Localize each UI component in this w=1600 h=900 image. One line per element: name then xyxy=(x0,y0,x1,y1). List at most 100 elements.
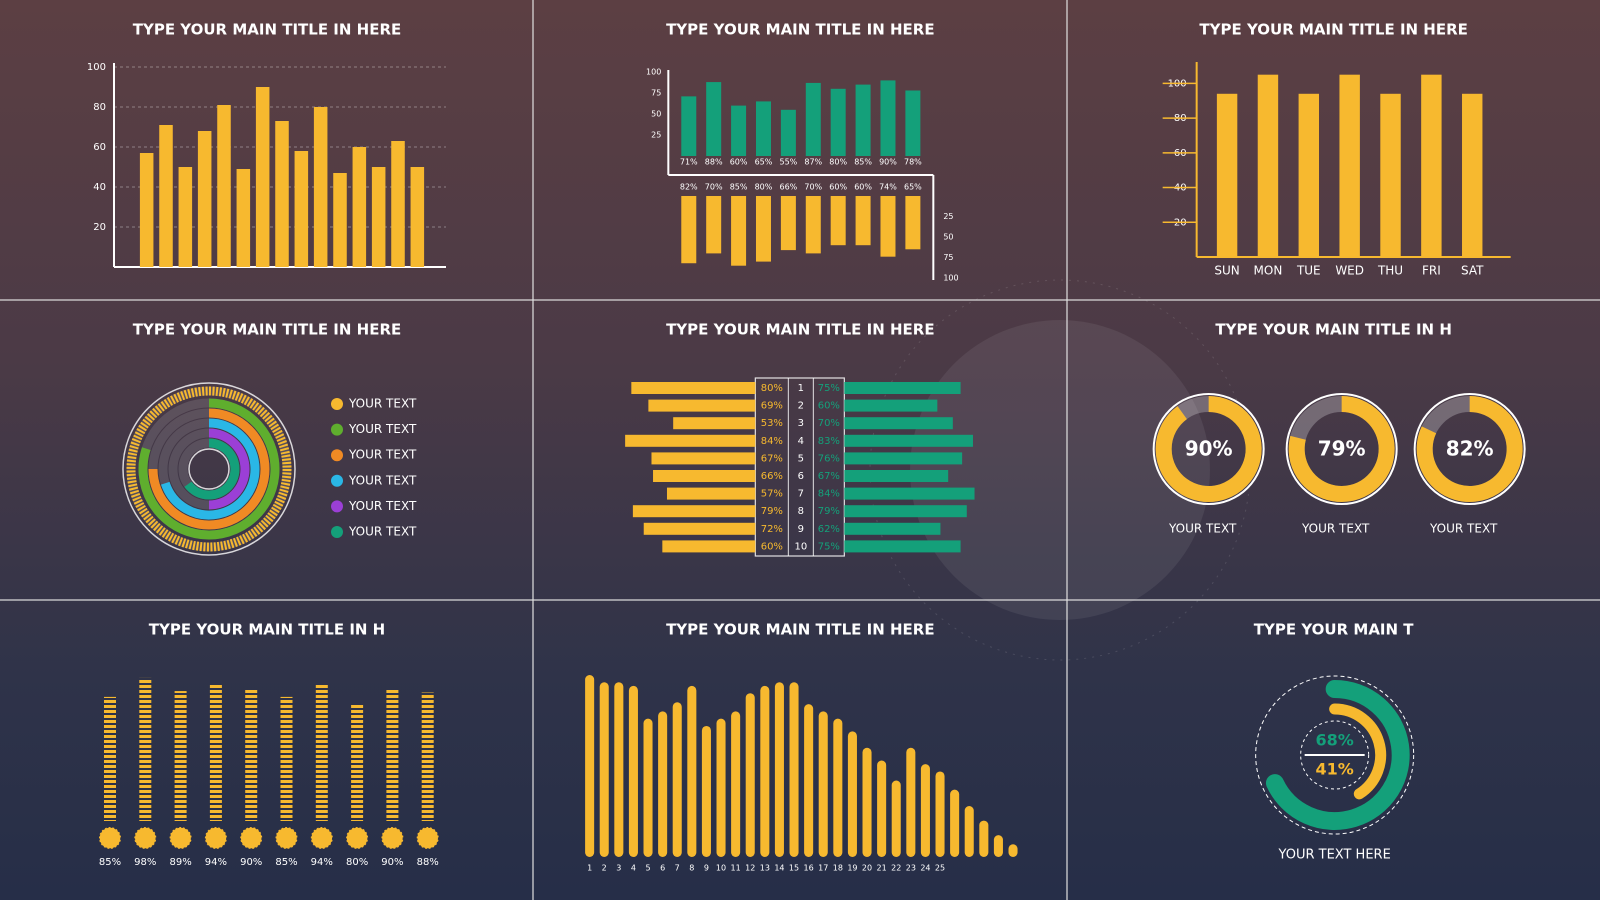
x-tick-label: 16 xyxy=(804,864,814,873)
bar xyxy=(844,487,975,500)
row-label: 7 xyxy=(798,489,804,500)
panel: TYPE YOUR MAIN TITLE IN H 85% 98% 89% 94% 90%… xyxy=(98,621,440,868)
value-label: 70% xyxy=(804,183,822,192)
bar xyxy=(628,685,638,857)
panel-title: TYPE YOUR MAIN TITLE IN HERE xyxy=(133,21,402,39)
donut-arc xyxy=(1416,396,1523,502)
value-label: 85% xyxy=(99,857,121,868)
value-label: 98% xyxy=(134,857,156,868)
y2-tick-label: 25 xyxy=(943,212,953,221)
panel-title: TYPE YOUR MAIN TITLE IN HERE xyxy=(1199,21,1468,39)
x-tick-label: 23 xyxy=(906,864,916,873)
bar xyxy=(625,434,756,447)
bar xyxy=(789,682,799,857)
value-label: 70% xyxy=(705,183,723,192)
donut-arc xyxy=(1265,680,1410,830)
value-label: 60% xyxy=(854,183,872,192)
row-label: 3 xyxy=(798,418,804,429)
dashed-ring xyxy=(1300,720,1370,790)
bar xyxy=(993,835,1003,857)
bar xyxy=(905,196,921,250)
y-tick-label: 40 xyxy=(93,182,106,193)
value-label: 89% xyxy=(169,857,191,868)
x-tick-label: 24 xyxy=(920,864,930,873)
value-label: 85% xyxy=(730,183,748,192)
globe xyxy=(910,320,1210,620)
bar xyxy=(780,109,796,156)
x-tick-label: 15 xyxy=(789,864,799,873)
x-tick-label: 18 xyxy=(833,864,843,873)
value-label: 60% xyxy=(829,183,847,192)
value-label: 62% xyxy=(818,524,840,535)
legend-label: YOUR TEXT xyxy=(348,448,417,462)
value-label: 90% xyxy=(381,857,403,868)
x-tick-label: FRI xyxy=(1422,264,1441,278)
x-tick-label: 3 xyxy=(616,864,621,873)
row-label: 10 xyxy=(794,541,807,552)
bulb xyxy=(310,826,334,850)
bar xyxy=(877,760,887,857)
value-label: 84% xyxy=(761,436,783,447)
donut-frame xyxy=(1285,393,1398,505)
value-label: 41% xyxy=(1316,760,1354,779)
x-tick-label: SAT xyxy=(1461,264,1484,278)
legend-swatch xyxy=(331,526,343,538)
value-label: 88% xyxy=(705,158,723,167)
value-label: 60% xyxy=(761,541,783,552)
value-label: 75% xyxy=(818,383,840,394)
donut-frame xyxy=(1413,393,1526,505)
bar xyxy=(643,522,756,535)
y-tick-label: 50 xyxy=(651,110,661,119)
bulb xyxy=(98,826,122,850)
value-label: 76% xyxy=(818,453,840,464)
value-label: 88% xyxy=(417,857,439,868)
bar xyxy=(391,141,405,267)
row-label: 5 xyxy=(798,453,804,464)
bar xyxy=(731,196,747,266)
bar xyxy=(844,417,953,430)
bar xyxy=(804,704,814,857)
bar xyxy=(178,167,193,267)
bar xyxy=(275,121,289,267)
value-label: 69% xyxy=(761,401,783,412)
bar xyxy=(1298,93,1320,257)
x-tick-label: 19 xyxy=(847,864,857,873)
value-label: 74% xyxy=(879,183,897,192)
bar xyxy=(855,84,871,156)
bar xyxy=(386,689,399,821)
bar xyxy=(830,88,846,156)
label-frame xyxy=(754,377,845,557)
bar xyxy=(632,505,756,518)
row-label: 8 xyxy=(798,506,804,517)
bar xyxy=(780,196,796,251)
dashed-ring xyxy=(1255,675,1415,835)
bar xyxy=(760,685,770,857)
row-label: 9 xyxy=(798,524,804,535)
value-label: 80% xyxy=(829,158,847,167)
bar xyxy=(706,196,722,254)
bar xyxy=(745,693,755,857)
bar xyxy=(371,167,386,267)
x-tick-label: 11 xyxy=(731,864,741,873)
bar xyxy=(217,105,231,267)
bulb xyxy=(168,826,193,850)
legend-label: YOUR TEXT xyxy=(348,499,417,513)
value-label: 65% xyxy=(904,183,922,192)
donut-arc xyxy=(1155,396,1262,502)
bar xyxy=(294,151,309,267)
bar xyxy=(847,731,857,857)
value-label: 60% xyxy=(730,158,748,167)
legend-swatch xyxy=(331,398,343,410)
bar xyxy=(844,522,941,535)
bar xyxy=(673,417,756,430)
value-label: 90% xyxy=(240,857,262,868)
value-label: 53% xyxy=(761,418,783,429)
bar xyxy=(666,487,756,500)
panel: TYPE YOUR MAIN TITLE IN HERE 25 50 75 100 25 5… xyxy=(646,21,959,283)
bar xyxy=(653,470,756,482)
value-label: 94% xyxy=(205,857,227,868)
bar xyxy=(174,691,187,821)
row-label: 4 xyxy=(798,436,804,447)
x-tick-label: WED xyxy=(1335,264,1364,278)
